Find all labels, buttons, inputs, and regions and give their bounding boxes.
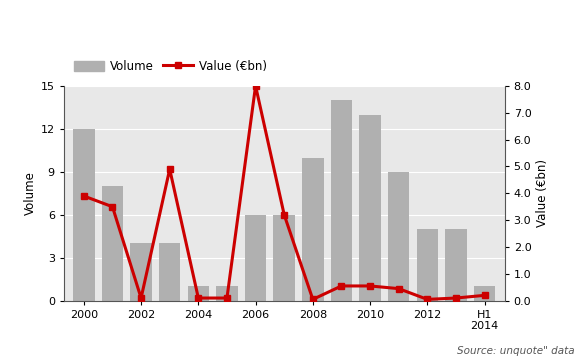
Bar <box>331 100 352 301</box>
Legend: Volume, Value (€bn): Volume, Value (€bn) <box>70 55 271 78</box>
Bar <box>159 243 180 301</box>
Bar <box>73 129 95 301</box>
Bar <box>302 158 324 301</box>
Bar <box>245 215 266 301</box>
Bar <box>388 172 409 301</box>
Bar <box>216 286 238 301</box>
Bar <box>273 215 295 301</box>
Bar <box>416 229 438 301</box>
Bar <box>474 286 495 301</box>
Y-axis label: Value (€bn): Value (€bn) <box>535 159 549 227</box>
Bar <box>102 186 123 301</box>
Bar <box>445 229 467 301</box>
Bar <box>360 115 381 301</box>
Text: Source: unquote" data: Source: unquote" data <box>456 346 574 356</box>
Bar <box>187 286 209 301</box>
Bar <box>130 243 152 301</box>
Y-axis label: Volume: Volume <box>23 171 37 215</box>
Text: Volume & value of German telecoms deals: Volume & value of German telecoms deals <box>104 21 476 39</box>
